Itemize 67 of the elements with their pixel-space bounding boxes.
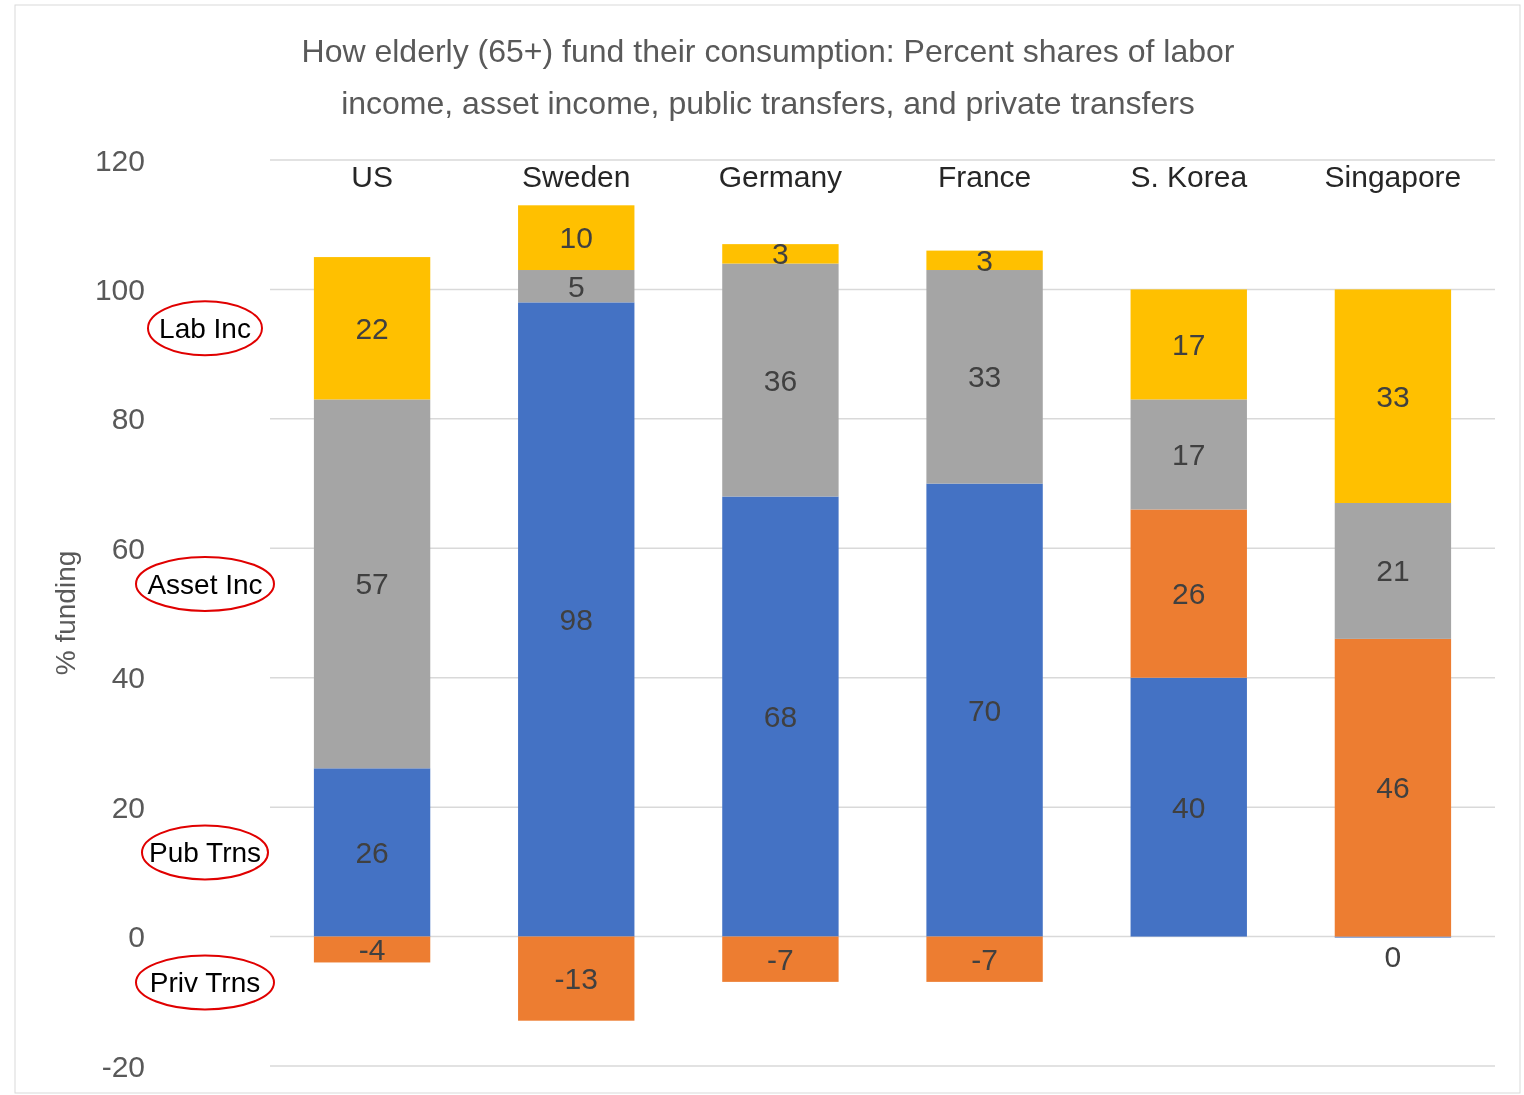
data-label: 22 <box>355 311 389 345</box>
y-tick-label: 100 <box>94 272 145 306</box>
bar <box>1130 677 1247 937</box>
bar <box>518 270 635 303</box>
x-tick-label: Germany <box>718 159 843 193</box>
data-label: 36 <box>763 363 798 397</box>
y-tick-label: 120 <box>94 143 145 177</box>
bar <box>313 768 431 937</box>
bar <box>1130 399 1247 510</box>
bar <box>926 270 1043 484</box>
bar <box>1334 502 1452 639</box>
x-tick-label: Sweden <box>522 159 631 193</box>
y-tick-label: 80 <box>111 402 145 436</box>
data-label: 17 <box>1172 327 1206 361</box>
bar <box>518 205 635 271</box>
data-label: 33 <box>967 360 1002 394</box>
series-label: Asset Inc <box>147 568 263 600</box>
y-tick-label: 40 <box>111 661 145 695</box>
series-label: Priv Trns <box>149 967 261 999</box>
bar <box>1334 289 1452 503</box>
data-label: 0 <box>1384 940 1402 974</box>
data-label: 17 <box>1172 437 1206 471</box>
data-label: -4 <box>358 933 386 967</box>
bar <box>518 936 635 1021</box>
data-label: 57 <box>355 567 389 601</box>
bar <box>926 250 1043 271</box>
data-label: 40 <box>1172 790 1206 824</box>
bar <box>1130 289 1247 400</box>
data-label: 3 <box>772 237 789 271</box>
data-label: 70 <box>967 693 1002 727</box>
bar <box>1130 509 1247 678</box>
bar <box>722 496 839 937</box>
x-tick-label: US <box>351 159 393 193</box>
data-label: 21 <box>1376 554 1410 588</box>
data-label: 33 <box>1376 379 1410 413</box>
data-label: 98 <box>559 602 593 636</box>
data-label: 68 <box>763 700 798 734</box>
y-tick-label: 60 <box>111 531 145 565</box>
bar <box>926 483 1043 937</box>
data-label: 10 <box>559 221 593 255</box>
bar <box>313 399 431 769</box>
bar <box>1334 638 1452 937</box>
y-tick-label: 0 <box>128 920 145 954</box>
y-axis-title: % funding <box>50 550 81 676</box>
bar <box>313 257 431 400</box>
y-tick-label: -20 <box>101 1049 145 1083</box>
text: Lab Inc <box>159 313 251 345</box>
data-label: 26 <box>1172 577 1206 611</box>
data-label: 5 <box>567 269 585 303</box>
bar <box>722 936 839 982</box>
data-label: -7 <box>767 942 794 976</box>
bar <box>722 244 839 264</box>
x-tick-label: Singapore <box>1324 159 1462 193</box>
data-label: -7 <box>971 942 998 976</box>
bar <box>313 936 431 963</box>
chart-title: How elderly (65+) fund their consumption: Percent shares of labor income, asset income, public transfers, and private transfers <box>301 33 1235 121</box>
data-label: 3 <box>976 243 993 277</box>
x-tick-label: S. Korea <box>1130 159 1248 193</box>
bar <box>926 936 1043 982</box>
series-label: Pub Trns <box>148 837 262 869</box>
bar <box>722 263 839 497</box>
data-label: 46 <box>1376 771 1410 805</box>
data-label: 26 <box>355 835 389 869</box>
x-tick-label: France <box>937 159 1032 193</box>
bar <box>518 302 635 937</box>
data-label: -13 <box>554 962 598 996</box>
y-tick-label: 20 <box>111 790 145 824</box>
